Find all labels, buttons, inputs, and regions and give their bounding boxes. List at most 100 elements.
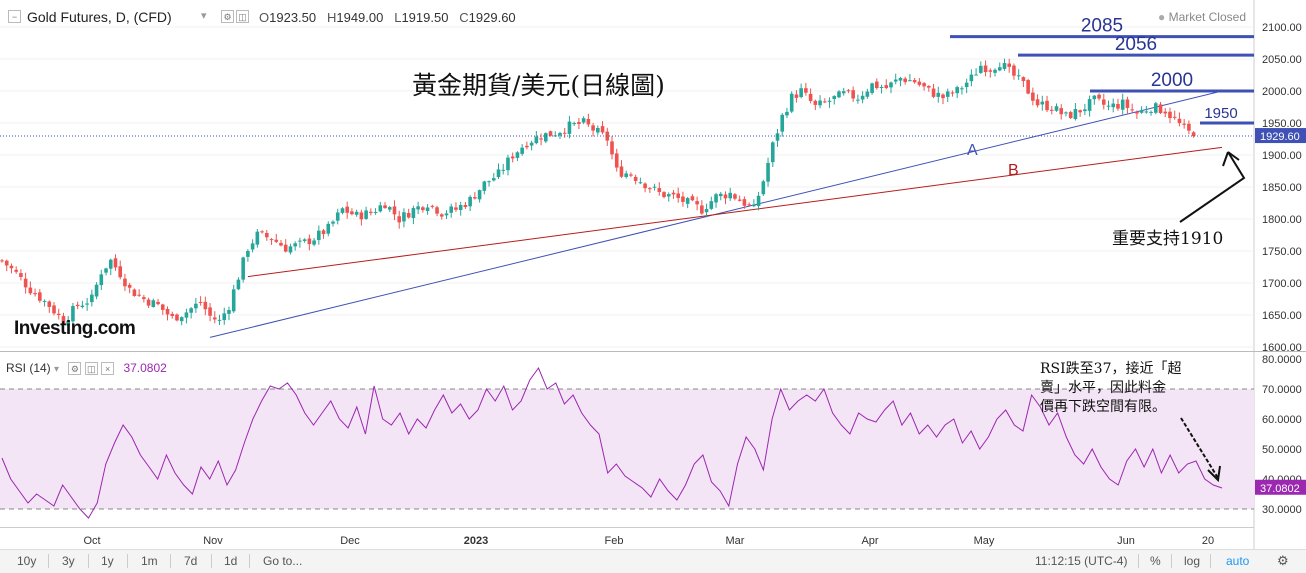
candle-body xyxy=(619,166,624,177)
candle-body xyxy=(373,212,378,214)
chevron-down-icon[interactable]: ▾ xyxy=(201,10,207,22)
candle-body xyxy=(42,300,47,302)
rsi-line xyxy=(1,366,1223,519)
rsi-tick-label: 70.0000 xyxy=(1262,384,1302,396)
candle-body xyxy=(1054,106,1059,111)
candle-body xyxy=(818,100,822,106)
candle-body xyxy=(964,82,969,88)
timeframe-1y[interactable]: 1y xyxy=(101,554,114,568)
candle-body xyxy=(1187,123,1191,131)
candle-body xyxy=(184,312,189,318)
candle-body xyxy=(33,293,37,295)
candle-body xyxy=(331,221,335,224)
candle-body xyxy=(444,213,449,216)
candle-body xyxy=(496,169,501,177)
settings-icon[interactable]: ⚙ xyxy=(68,362,82,375)
candle-body xyxy=(14,269,18,272)
candle-body xyxy=(1144,111,1149,113)
candle-body xyxy=(846,90,851,92)
candle-body xyxy=(879,86,884,88)
candle-body xyxy=(652,186,657,188)
candle-body xyxy=(222,313,227,321)
candle-body xyxy=(860,95,865,100)
candle-body xyxy=(274,239,279,242)
candle-body xyxy=(718,193,723,197)
candle-body xyxy=(1130,109,1134,111)
source-code-icon[interactable]: ◫ xyxy=(84,362,98,375)
candle-body xyxy=(577,122,581,125)
percent-toggle[interactable]: % xyxy=(1150,554,1161,568)
timeframe-1m[interactable]: 1m xyxy=(141,554,158,568)
candle-body xyxy=(189,308,193,313)
chart-header: − Gold Futures, D, (CFD) ▾ ⚙ ◫ O1923.50 … xyxy=(0,0,1306,34)
candle-body xyxy=(1177,118,1182,124)
candle-body xyxy=(643,183,647,189)
instrument-title[interactable]: Gold Futures, D, (CFD) xyxy=(27,9,172,25)
candle-body xyxy=(950,92,955,94)
timeframe-3y[interactable]: 3y xyxy=(62,554,75,568)
close-icon[interactable]: × xyxy=(101,362,115,375)
price-tick-label: 2100.00 xyxy=(1262,22,1302,34)
candle-body xyxy=(0,260,4,262)
candle-body xyxy=(671,192,676,195)
candle-body xyxy=(80,305,85,308)
candle-body xyxy=(52,305,56,314)
chevron-down-icon[interactable]: ▾ xyxy=(54,364,60,375)
candle-body xyxy=(1168,111,1172,119)
candle-body xyxy=(685,198,690,204)
goto-button[interactable]: Go to... xyxy=(263,554,303,568)
timeframe-7d[interactable]: 7d xyxy=(184,554,198,568)
candle-body xyxy=(416,206,420,210)
candle-body xyxy=(1087,99,1092,111)
candle-body xyxy=(756,195,761,207)
candle-body xyxy=(1149,111,1153,113)
candle-body xyxy=(113,258,118,268)
rsi-label[interactable]: RSI (14) xyxy=(6,361,51,375)
candle-body xyxy=(378,205,383,212)
timeframe-1d[interactable]: 1d xyxy=(224,554,238,568)
candle-body xyxy=(1139,110,1144,113)
candle-body xyxy=(1092,95,1097,100)
log-toggle[interactable]: log xyxy=(1184,554,1201,568)
candle-body xyxy=(898,77,903,81)
time-tick-label: Oct xyxy=(83,535,100,547)
candle-body xyxy=(307,238,312,245)
candle-body xyxy=(813,100,818,105)
candle-body xyxy=(1059,108,1064,115)
candle-body xyxy=(198,301,203,303)
ohlc-close: 1929.60 xyxy=(468,10,516,25)
candle-body xyxy=(785,111,789,116)
candle-body xyxy=(851,90,855,99)
candle-body xyxy=(572,123,576,125)
candle-body xyxy=(700,205,704,214)
candle-body xyxy=(241,257,245,280)
candle-body xyxy=(94,284,99,297)
candle-body xyxy=(804,88,808,93)
collapse-icon[interactable]: − xyxy=(8,10,21,23)
ohlc-low: 1919.50 xyxy=(401,10,449,25)
candle-body xyxy=(28,287,33,294)
timeframe-10y[interactable]: 10y xyxy=(17,554,37,568)
candle-body xyxy=(236,279,241,290)
candle-body xyxy=(482,181,487,191)
candle-body xyxy=(1049,109,1054,111)
candle-body xyxy=(269,239,274,241)
gear-icon[interactable]: ⚙ xyxy=(1277,553,1289,568)
candle-body xyxy=(1007,63,1012,67)
auto-toggle[interactable]: auto xyxy=(1226,554,1250,568)
source-code-icon[interactable]: ◫ xyxy=(236,10,249,23)
chinese-chart-title: 黃金期貨/美元(日線圖) xyxy=(412,71,665,100)
level-label-2000: 2000 xyxy=(1151,70,1193,91)
candle-body xyxy=(142,297,146,300)
price-tick-label: 2050.00 xyxy=(1262,54,1302,66)
support-arrow-head xyxy=(1222,151,1229,167)
candle-body xyxy=(1012,65,1016,76)
candle-body xyxy=(1078,110,1082,113)
candle-body xyxy=(633,176,638,181)
settings-icon[interactable]: ⚙ xyxy=(221,10,234,23)
candle-body xyxy=(1158,104,1163,114)
candle-body xyxy=(4,260,9,266)
candle-body xyxy=(458,205,463,211)
rsi-band xyxy=(0,389,1254,509)
